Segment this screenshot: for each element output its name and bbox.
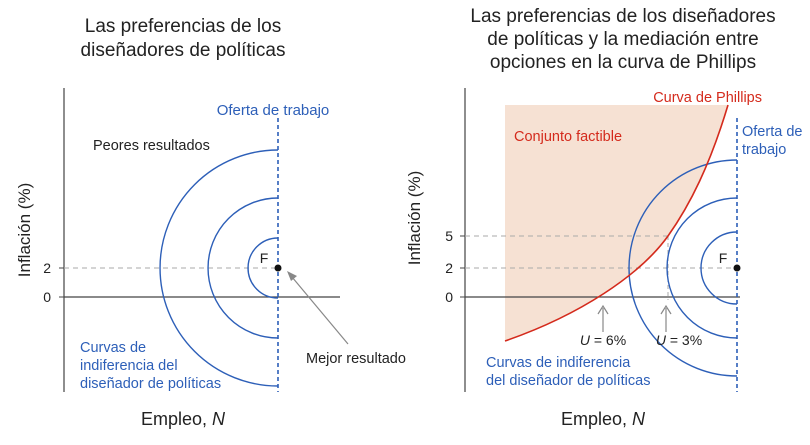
left-indifference-curve [159, 149, 279, 387]
phillips-curve [504, 104, 729, 342]
right-chart-title-line: opciones en la curva de Phillips [490, 52, 756, 73]
right-point-f [733, 264, 741, 272]
left-labor-supply-label: Oferta de trabajo [217, 102, 330, 119]
left-x-axis-label-text: Empleo, [141, 409, 212, 429]
unemployment-arrow-head [660, 304, 672, 315]
left-best-label: Mejor resultado [306, 351, 406, 367]
right-point-f-label: F [719, 250, 728, 266]
right-labor-supply-label-line: trabajo [742, 142, 786, 158]
right-indifference-label-line: Curvas de indiferencia [486, 355, 631, 371]
right-x-axis-label-text: Empleo, [561, 409, 632, 429]
left-indifference-label-line: diseñador de políticas [80, 376, 221, 392]
left-best-arrow-head [287, 271, 297, 281]
right-indifference-label-line: del diseñador de políticas [486, 373, 650, 389]
unemployment-label-value: = 6% [590, 332, 626, 348]
right-indifference-curve [700, 231, 738, 305]
unemployment-label: U = 3% [656, 332, 702, 348]
unemployment-arrow-head [597, 304, 609, 315]
right-chart-title-line: Las preferencias de los diseñadores [470, 6, 775, 27]
right-indifference-curve [628, 159, 738, 377]
left-chart-title-line: Las preferencias de los [85, 16, 281, 37]
left-y-tick-label: 2 [43, 260, 51, 276]
feasible-set-area [505, 105, 728, 341]
left-indifference-label-line: indiferencia del [80, 358, 178, 374]
left-x-axis-label-variable: N [212, 409, 226, 429]
unemployment-label: U = 6% [580, 332, 626, 348]
left-point-f [274, 264, 282, 272]
left-y-tick-label: 0 [43, 289, 51, 305]
unemployment-label-variable: U [656, 332, 667, 348]
left-y-axis-label: Inflación (%) [15, 183, 34, 277]
right-labor-supply-label-line: Oferta de [742, 124, 802, 140]
feasible-set-label: Conjunto factible [514, 129, 622, 145]
right-y-tick-label: 2 [445, 260, 453, 276]
left-indifference-label-line: Curvas de [80, 340, 146, 356]
left-chart-title-line: diseñadores de políticas [81, 40, 286, 61]
left-indifference-curve [207, 197, 279, 339]
right-indifference-curve [666, 197, 738, 339]
phillips-curve-label: Curva de Phillips [653, 90, 762, 106]
right-y-axis-label: Inflación (%) [405, 171, 424, 265]
left-worse-label: Peores resultados [93, 138, 210, 154]
right-x-axis-label-variable: N [632, 409, 646, 429]
right-y-tick-label: 5 [445, 228, 453, 244]
right-chart-title-line: de políticas y la mediación entre [487, 29, 758, 50]
unemployment-label-value: = 3% [666, 332, 702, 348]
left-indifference-curve [247, 237, 279, 299]
left-best-arrow-line [291, 276, 349, 345]
left-point-f-label: F [260, 250, 269, 266]
left-x-axis-label: Empleo, N [141, 409, 226, 429]
right-x-axis-label: Empleo, N [561, 409, 646, 429]
right-y-tick-label: 0 [445, 289, 453, 305]
unemployment-label-variable: U [580, 332, 591, 348]
